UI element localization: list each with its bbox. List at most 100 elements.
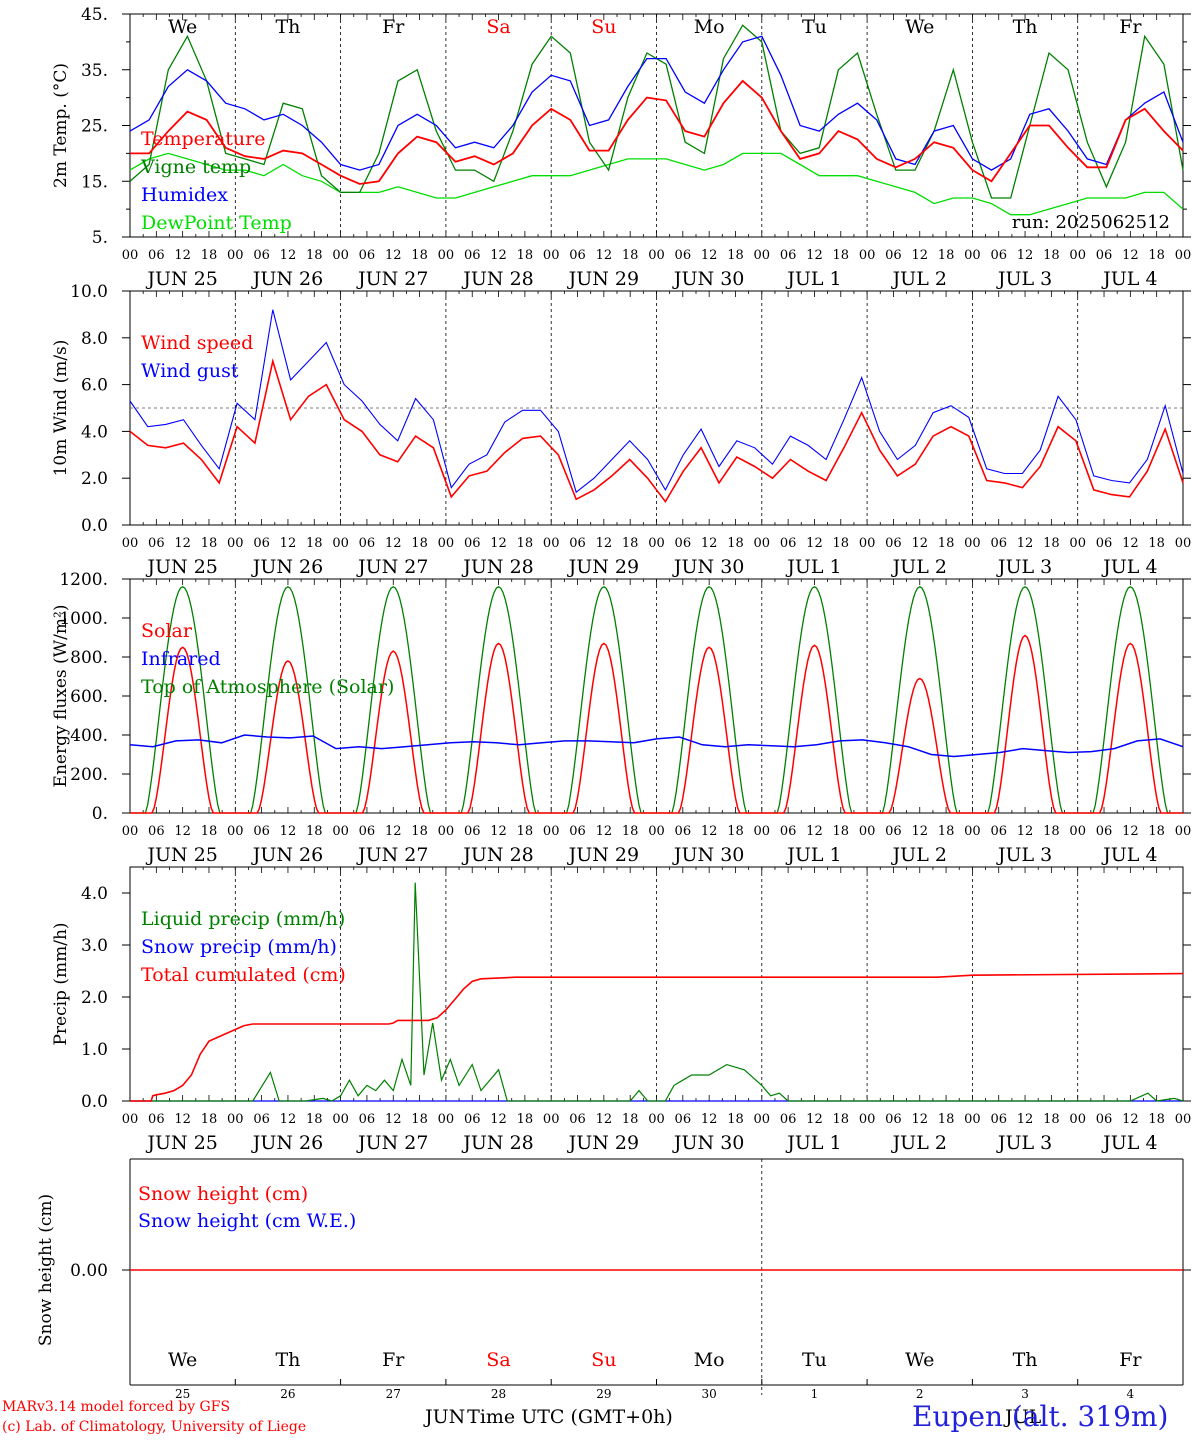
date-label: JUN 28 (461, 844, 533, 866)
hour-tick-label: 00 (648, 1112, 665, 1127)
series-line-humidex (129, 35, 1184, 171)
hour-tick-label: 12 (385, 248, 402, 263)
hour-tick-label: 06 (780, 824, 797, 839)
hour-tick-label: 12 (596, 536, 613, 551)
series-line-wind-speed (129, 358, 1184, 504)
hour-tick-label: 00 (438, 248, 455, 263)
hour-tick-label: 12 (280, 1112, 297, 1127)
date-label: JUL 4 (1101, 556, 1157, 578)
model-credit: MARv3.14 model forced by GFS (2, 1399, 231, 1415)
hour-tick-label: 12 (701, 824, 718, 839)
series-line-solar (130, 634, 1183, 814)
hour-tick-label: 06 (359, 248, 376, 263)
hour-tick-label: 00 (438, 824, 455, 839)
hour-tick-label: 18 (622, 536, 639, 551)
y-axis-label: Snow height (cm) (36, 1194, 56, 1346)
hour-tick-label: 00 (648, 824, 665, 839)
date-label: JUN 25 (145, 556, 217, 578)
hour-tick-label: 18 (517, 248, 534, 263)
y-tick-label: 6.0 (81, 376, 108, 396)
hour-tick-label: 06 (675, 1112, 692, 1127)
y-tick-label: 25. (81, 117, 108, 137)
date-label: JUN 29 (567, 1132, 639, 1154)
hour-tick-label: 00 (543, 536, 560, 551)
hour-tick-label: 06 (675, 824, 692, 839)
hour-tick-label: 18 (833, 824, 850, 839)
date-label: JUN 26 (251, 1132, 323, 1154)
y-tick-label: 45. (81, 5, 108, 25)
date-label: JUN 30 (672, 268, 744, 290)
hour-tick-label: 18 (411, 248, 428, 263)
hour-tick-label: 06 (253, 1112, 270, 1127)
date-number: 2 (916, 1387, 924, 1401)
hour-tick-label: 12 (1122, 248, 1139, 263)
precip-panel: 4.0 3.0 2.0 1.0 0.0 Precip (mm/h) Liquid preci… (51, 866, 1191, 1154)
station-name: Eupen (alt. 319m) (912, 1400, 1169, 1433)
hour-tick-label: 12 (490, 536, 507, 551)
hour-tick-label: 18 (1043, 824, 1060, 839)
hour-tick-label: 00 (964, 536, 981, 551)
hour-tick-label: 00 (964, 1112, 981, 1127)
date-label: JUL 1 (785, 844, 841, 866)
hour-tick-label: 12 (385, 824, 402, 839)
hour-tick-label: 00 (1175, 824, 1192, 839)
legend-entry: Snow height (cm W.E.) (138, 1210, 356, 1232)
y-tick-label: 3.0 (81, 936, 108, 956)
hour-tick-label: 00 (438, 536, 455, 551)
hour-tick-label: 06 (569, 248, 586, 263)
weekday-label: Th (1013, 16, 1038, 38)
hour-tick-label: 12 (806, 248, 823, 263)
legend-entry: Vigne temp (140, 156, 251, 178)
hour-tick-label: 18 (201, 824, 218, 839)
y-tick-label: 0.00 (70, 1261, 108, 1281)
hour-tick-label: 12 (385, 1112, 402, 1127)
hour-tick-label: 00 (1069, 1112, 1086, 1127)
hour-tick-label: 18 (833, 536, 850, 551)
date-label: JUL 2 (891, 844, 947, 866)
date-number: 3 (1021, 1387, 1029, 1401)
date-label: JUN 26 (251, 268, 323, 290)
hour-tick-label: 18 (622, 1112, 639, 1127)
y-tick-label: 4.0 (81, 884, 108, 904)
y-axis-label: Precip (mm/h) (51, 922, 71, 1045)
hour-tick-label: 18 (306, 824, 323, 839)
y-tick-label: 35. (81, 61, 108, 81)
hour-tick-label: 18 (517, 536, 534, 551)
hour-tick-label: 12 (490, 1112, 507, 1127)
hour-tick-label: 18 (727, 248, 744, 263)
weekday-label: We (168, 1349, 197, 1371)
date-label: JUL 4 (1101, 1132, 1157, 1154)
hour-tick-label: 06 (675, 248, 692, 263)
hour-tick-label: 18 (727, 824, 744, 839)
y-tick-label: 2.0 (81, 469, 108, 489)
hour-tick-label: 12 (174, 248, 191, 263)
y-axis-label: 10m Wind (m/s) (51, 340, 71, 477)
hour-tick-label: 12 (490, 824, 507, 839)
hour-tick-label: 18 (1043, 248, 1060, 263)
hour-tick-label: 06 (780, 248, 797, 263)
y-tick-label: 400. (70, 726, 108, 746)
hour-tick-label: 18 (1043, 1112, 1060, 1127)
hour-tick-label: 00 (122, 1112, 139, 1127)
hour-tick-label: 06 (464, 248, 481, 263)
hour-tick-label: 18 (622, 824, 639, 839)
lab-credit: (c) Lab. of Climatology, University of L… (2, 1419, 307, 1435)
hour-tick-label: 12 (911, 536, 928, 551)
hour-tick-label: 18 (201, 1112, 218, 1127)
series-line-dewpoint-temp (129, 152, 1184, 216)
hour-tick-label: 18 (306, 1112, 323, 1127)
weekday-label: Sa (486, 1349, 510, 1371)
date-label: JUN 25 (145, 1132, 217, 1154)
hour-tick-label: 12 (1122, 1112, 1139, 1127)
hour-tick-label: 06 (148, 536, 165, 551)
date-label: JUN 30 (672, 556, 744, 578)
hour-tick-label: 00 (1175, 248, 1192, 263)
series-line-temperature (130, 79, 1184, 185)
date-number: 26 (280, 1387, 295, 1401)
series-line-liquid-precip (130, 882, 1184, 1102)
y-tick-label: 1.0 (81, 1040, 108, 1060)
hour-tick-label: 18 (1043, 536, 1060, 551)
hour-tick-label: 06 (464, 1112, 481, 1127)
weekday-label: Fr (382, 16, 405, 38)
